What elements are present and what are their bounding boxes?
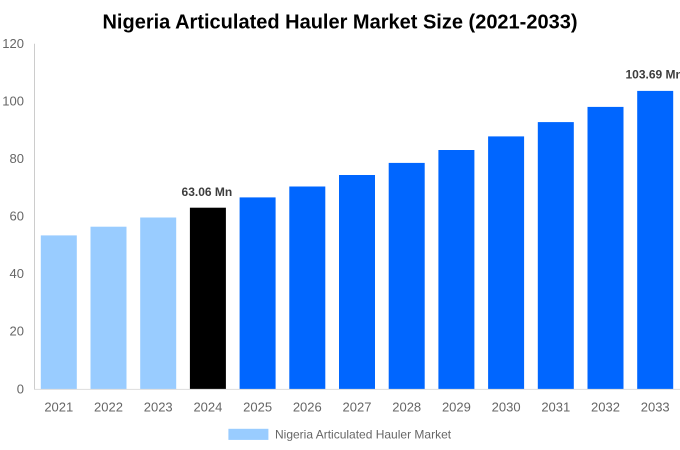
svg-text:2027: 2027: [343, 400, 372, 415]
svg-text:80: 80: [10, 151, 24, 166]
svg-text:2025: 2025: [243, 400, 272, 415]
svg-text:60: 60: [10, 209, 24, 224]
svg-text:2028: 2028: [392, 400, 421, 415]
svg-text:40: 40: [10, 266, 24, 281]
svg-text:120: 120: [2, 36, 24, 51]
svg-text:2033: 2033: [641, 400, 670, 415]
svg-text:2029: 2029: [442, 400, 471, 415]
svg-text:2022: 2022: [94, 400, 123, 415]
svg-text:103.69 Mn: 103.69 Mn: [626, 67, 680, 81]
svg-text:2031: 2031: [541, 400, 570, 415]
svg-text:2030: 2030: [492, 400, 521, 415]
svg-text:0: 0: [17, 381, 24, 396]
svg-text:2024: 2024: [193, 400, 222, 415]
svg-text:2023: 2023: [144, 400, 173, 415]
svg-text:Nigeria Articulated Hauler Mar: Nigeria Articulated Hauler Market: [275, 428, 452, 442]
svg-text:2026: 2026: [293, 400, 322, 415]
svg-text:20: 20: [10, 324, 24, 339]
svg-text:2021: 2021: [44, 400, 73, 415]
svg-text:100: 100: [2, 94, 24, 109]
svg-text:Nigeria Articulated Hauler Mar: Nigeria Articulated Hauler Market Size (…: [102, 11, 577, 33]
svg-text:2032: 2032: [591, 400, 620, 415]
svg-text:63.06 Mn: 63.06 Mn: [182, 185, 233, 199]
